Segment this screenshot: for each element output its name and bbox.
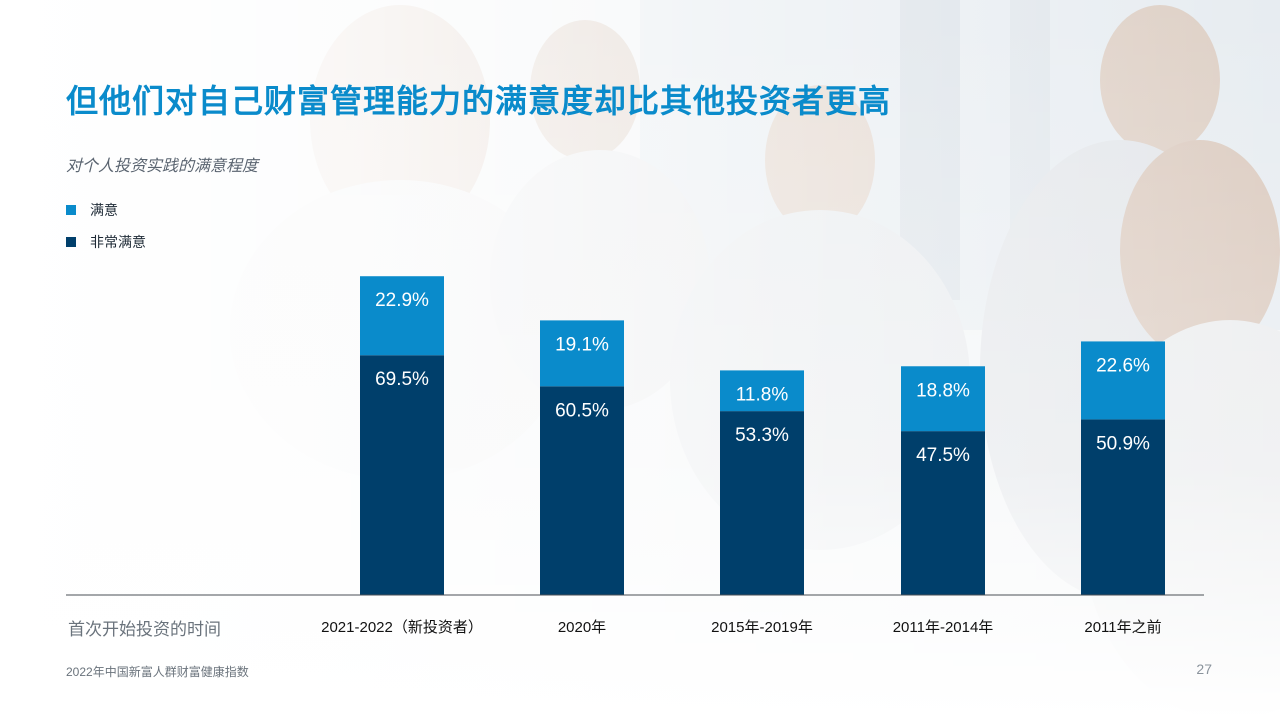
data-label-very-satisfied: 53.3% <box>735 425 789 446</box>
data-label-satisfied: 22.9% <box>375 290 429 311</box>
legend-swatch-very-satisfied <box>66 237 76 247</box>
legend-label-very-satisfied: 非常满意 <box>90 234 146 250</box>
bar-very-satisfied <box>360 355 444 595</box>
footer-source: 2022年中国新富人群财富健康指数 <box>66 665 249 679</box>
data-label-very-satisfied: 47.5% <box>916 445 970 466</box>
bar-satisfied <box>540 320 624 387</box>
x-tick-label: 2021-2022（新投资者） <box>321 619 483 636</box>
data-label-satisfied: 19.1% <box>555 334 609 355</box>
x-tick-label: 2011年之前 <box>1084 619 1161 636</box>
legend-swatch-satisfied <box>66 205 76 215</box>
legend-item-satisfied: 满意 <box>66 200 146 220</box>
bar-satisfied <box>1081 341 1165 420</box>
data-label-satisfied: 22.6% <box>1096 355 1150 376</box>
chart-subtitle: 对个人投资实践的满意程度 <box>66 158 259 175</box>
bar-satisfied <box>720 370 804 412</box>
page-number: 27 <box>1196 661 1212 677</box>
legend-item-very-satisfied: 非常满意 <box>66 232 146 252</box>
data-label-very-satisfied: 69.5% <box>375 369 429 390</box>
x-tick-label: 2020年 <box>558 619 606 636</box>
chart-legend: 满意 非常满意 <box>66 200 146 264</box>
bar-very-satisfied <box>1081 419 1165 595</box>
bar-very-satisfied <box>901 431 985 595</box>
x-tick-label: 2011年-2014年 <box>893 619 994 636</box>
data-label-very-satisfied: 60.5% <box>555 400 609 421</box>
x-tick-label: 2015年-2019年 <box>711 619 813 636</box>
legend-label-satisfied: 满意 <box>90 202 118 218</box>
page-title: 但他们对自己财富管理能力的满意度却比其他投资者更高 <box>66 83 892 119</box>
data-label-satisfied: 18.8% <box>916 380 970 401</box>
bar-satisfied <box>360 276 444 356</box>
bar-very-satisfied <box>540 386 624 595</box>
data-label-satisfied: 11.8% <box>736 384 789 405</box>
bar-very-satisfied <box>720 411 804 595</box>
data-label-very-satisfied: 50.9% <box>1096 433 1150 454</box>
x-axis-title: 首次开始投资的时间 <box>68 620 221 639</box>
bar-satisfied <box>901 366 985 432</box>
